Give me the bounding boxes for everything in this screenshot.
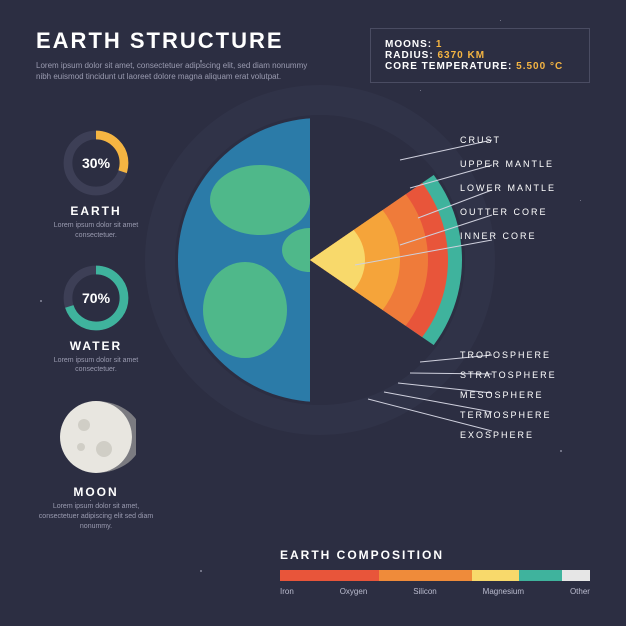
label-mesosphere: MESOSPHERE xyxy=(460,390,590,400)
composition-legend: Iron Oxygen Silicon Magnesium Other xyxy=(280,587,590,596)
label-exosphere: EXOSPHERE xyxy=(460,430,590,440)
composition-title: EARTH COMPOSITION xyxy=(280,548,590,562)
earth-diagram xyxy=(170,110,470,410)
moon-block: MOON Lorem ipsum dolor sit amet, consect… xyxy=(36,397,156,531)
donut-water: 70% WATER Lorem ipsum dolor sit amet con… xyxy=(36,263,156,376)
comp-label-oxygen: Oxygen xyxy=(340,587,368,596)
donut-water-desc: Lorem ipsum dolor sit amet consectetuer. xyxy=(36,356,156,376)
facts-box: MOONS: 1 RADIUS: 6370 KM CORE TEMPERATUR… xyxy=(370,28,590,83)
donut-earth: 30% EARTH Lorem ipsum dolor sit amet con… xyxy=(36,128,156,241)
label-stratosphere: STRATOSPHERE xyxy=(460,370,590,380)
comp-seg-iron xyxy=(280,570,379,581)
comp-seg-silicon xyxy=(472,570,519,581)
comp-label-iron: Iron xyxy=(280,587,294,596)
label-upper-mantle: UPPER MANTLE xyxy=(460,159,590,169)
layer-labels: CRUST UPPER MANTLE LOWER MANTLE OUTTER C… xyxy=(460,135,590,255)
comp-seg-oxygen xyxy=(379,570,472,581)
donut-water-pct: 70% xyxy=(61,263,131,333)
donut-earth-desc: Lorem ipsum dolor sit amet consectetuer. xyxy=(36,221,156,241)
comp-label-magnesium: Magnesium xyxy=(483,587,524,596)
label-lower-mantle: LOWER MANTLE xyxy=(460,183,590,193)
atmosphere-labels: TROPOSPHERE STRATOSPHERE MESOSPHERE TERM… xyxy=(460,350,590,450)
moon-desc: Lorem ipsum dolor sit amet, consectetuer… xyxy=(36,502,156,531)
page-subtitle: Lorem ipsum dolor sit amet, consectetuer… xyxy=(36,60,316,82)
composition-block: EARTH COMPOSITION Iron Oxygen Silicon Magne… xyxy=(280,548,590,596)
label-troposphere: TROPOSPHERE xyxy=(460,350,590,360)
title-block: EARTH STRUCTURE Lorem ipsum dolor sit am… xyxy=(36,28,316,82)
label-inner-core: INNER CORE xyxy=(460,231,590,241)
fact-moons: MOONS: 1 xyxy=(385,39,575,50)
donut-earth-label: EARTH xyxy=(36,204,156,218)
label-outer-core: OUTTER CORE xyxy=(460,207,590,217)
moon-label: MOON xyxy=(36,485,156,499)
label-crust: CRUST xyxy=(460,135,590,145)
sidebar: 30% EARTH Lorem ipsum dolor sit amet con… xyxy=(36,128,156,532)
fact-core-temp: CORE TEMPERATURE: 5.500 °C xyxy=(385,61,575,72)
comp-seg-magnesium xyxy=(519,570,562,581)
comp-label-other: Other xyxy=(570,587,590,596)
donut-water-label: WATER xyxy=(36,339,156,353)
donut-earth-pct: 30% xyxy=(61,128,131,198)
page-title: EARTH STRUCTURE xyxy=(36,28,316,54)
comp-label-silicon: Silicon xyxy=(413,587,437,596)
comp-seg-other xyxy=(562,570,590,581)
label-termosphere: TERMOSPHERE xyxy=(460,410,590,420)
fact-radius: RADIUS: 6370 KM xyxy=(385,50,575,61)
composition-bar xyxy=(280,570,590,581)
moon-icon xyxy=(56,397,136,477)
